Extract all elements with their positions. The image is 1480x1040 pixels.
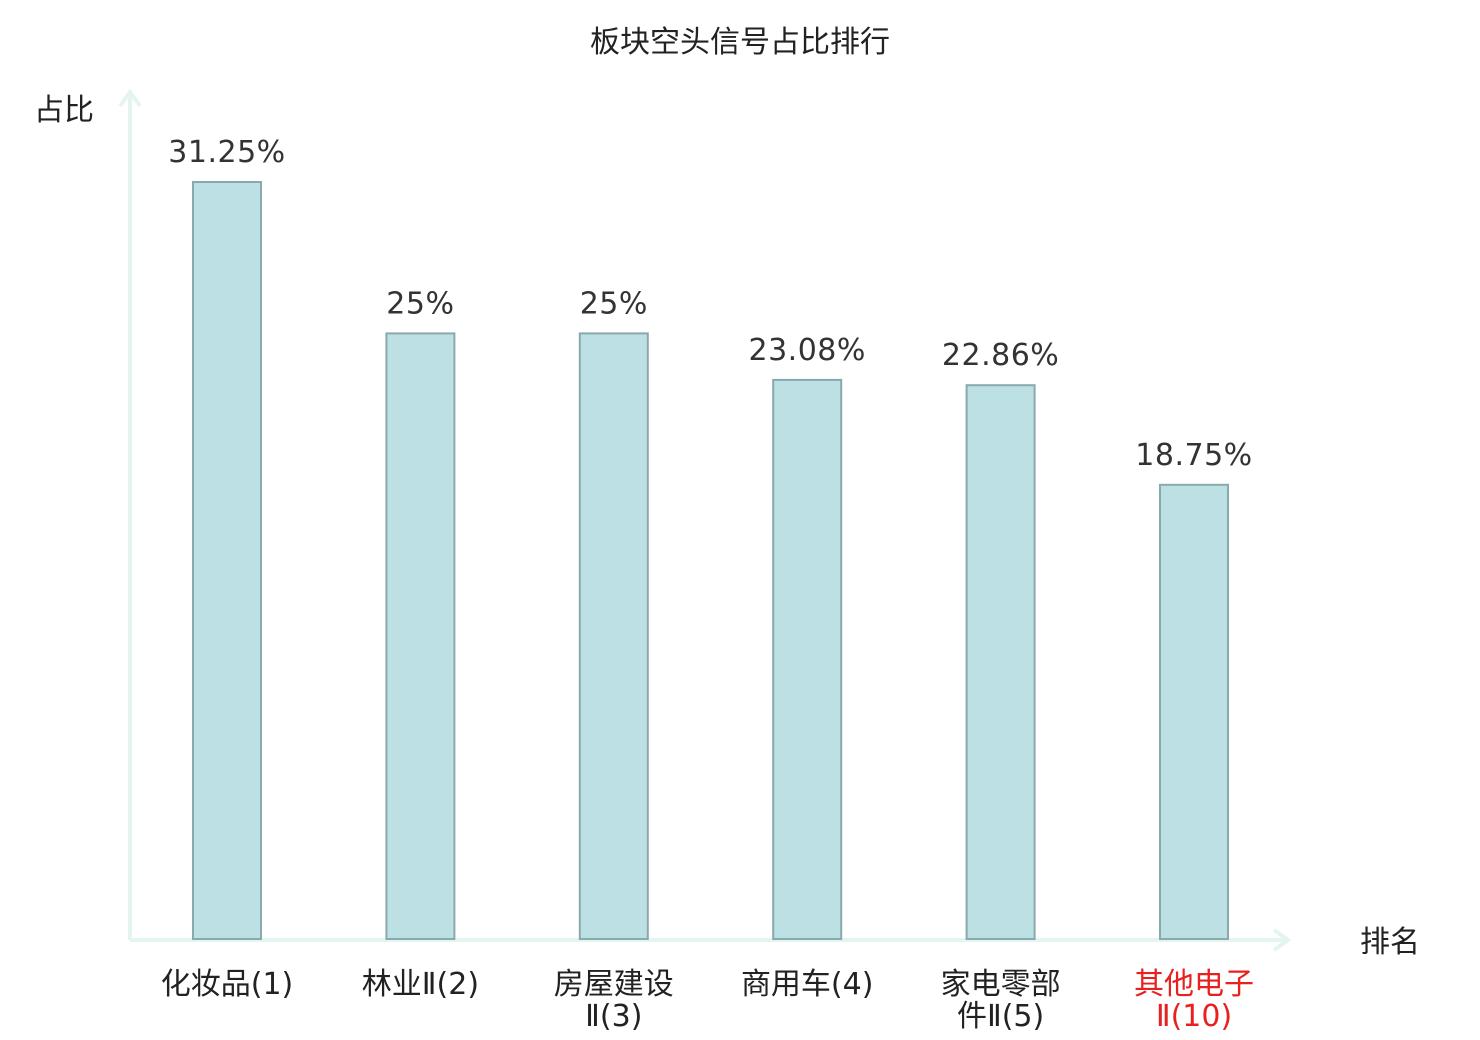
category-label-3-line-1: 房屋建设	[554, 967, 674, 1002]
category-label-2: 林业Ⅱ(2)	[362, 967, 479, 1002]
category-label-3-line-2: Ⅱ(3)	[585, 999, 642, 1034]
bar-2	[385, 332, 456, 940]
x-axis-arrow-icon	[1272, 928, 1292, 952]
y-axis-title: 占比	[34, 93, 94, 128]
category-label-6-line-1: 其他电子	[1134, 967, 1254, 1002]
value-label-1: 31.25%	[168, 135, 285, 170]
value-label-3: 25%	[580, 286, 648, 321]
x-axis-title: 排名	[1360, 925, 1420, 960]
category-label-4: 商用车(4)	[741, 967, 874, 1002]
category-label-5-line-2: 件Ⅱ(5)	[957, 999, 1044, 1034]
value-labels-group: 31.25% 25% 25% 23.08% 22.86% 18.75%	[168, 135, 1252, 473]
bar-1	[192, 181, 262, 940]
category-label-5-line-1: 家电零部	[941, 967, 1061, 1002]
category-label-1: 化妆品(1)	[161, 967, 294, 1002]
chart-title: 板块空头信号占比排行	[590, 25, 890, 60]
value-label-4: 23.08%	[749, 333, 866, 368]
value-label-5: 22.86%	[942, 338, 1059, 373]
value-label-2: 25%	[386, 286, 454, 321]
bars-group	[192, 181, 1229, 940]
axes	[118, 88, 1292, 952]
bar-4	[772, 378, 843, 940]
bar-3	[578, 332, 649, 940]
y-axis-arrow-icon	[118, 88, 142, 108]
bar-6	[1159, 483, 1229, 940]
bar-5	[965, 384, 1036, 940]
value-label-6: 18.75%	[1135, 438, 1252, 473]
category-label-6-line-2: Ⅱ(10)	[1156, 999, 1232, 1034]
